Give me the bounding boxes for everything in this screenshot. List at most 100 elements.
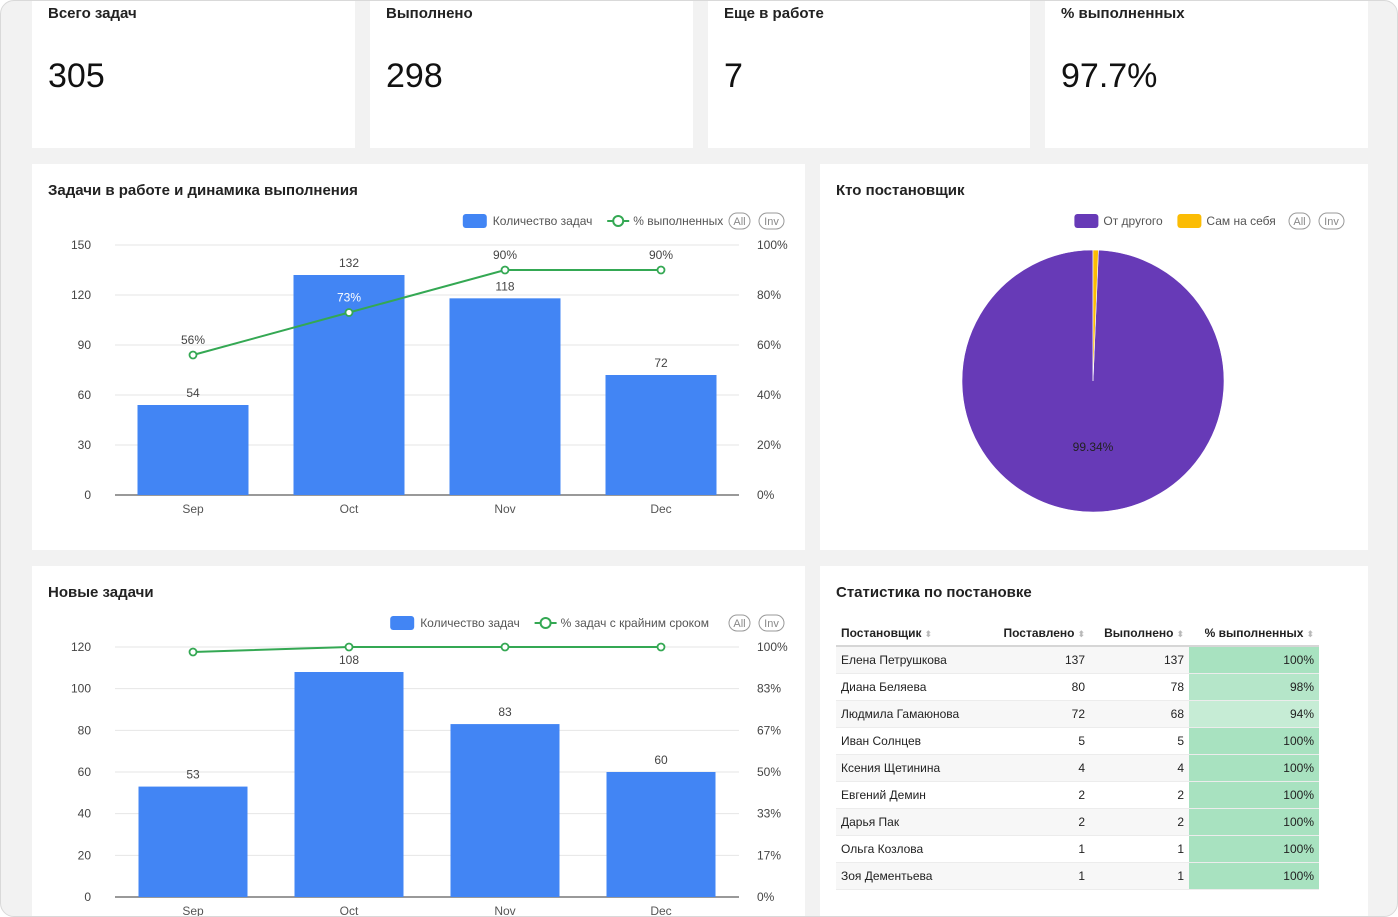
cell-percent: 100%: [1189, 781, 1319, 809]
x-tick-label: Dec: [650, 502, 671, 516]
cell-percent: 100%: [1189, 808, 1319, 836]
cell-author: Зоя Дементьева: [836, 862, 986, 890]
bar-value-label: 132: [339, 256, 359, 270]
legend-line-marker[interactable]: [539, 617, 552, 629]
table-title: Статистика по постановке: [836, 584, 1032, 601]
pie-slice-label: 99.34%: [1073, 440, 1114, 454]
column-header-done[interactable]: Выполнено ⬍: [1090, 620, 1189, 647]
cell-assigned: 2: [986, 781, 1090, 809]
cell-author: Иван Солнцев: [836, 727, 986, 755]
legend-inv-toggle[interactable]: [1318, 212, 1345, 230]
y-tick-label: 0: [84, 488, 91, 502]
kpi-card-percent: % выполненных 97.7%: [1045, 1, 1368, 148]
legend-line-label: % задач с крайним сроком: [561, 616, 709, 630]
table-row: Диана Беляева 80 78 98%: [836, 673, 1319, 701]
cell-author: Диана Беляева: [836, 673, 986, 701]
line-point[interactable]: [500, 265, 510, 275]
line-point[interactable]: [344, 642, 354, 652]
cell-author: Ольга Козлова: [836, 835, 986, 863]
bar[interactable]: [137, 405, 249, 495]
author-pie-chart: 99.34% От другого Сам на себя All Inv: [961, 212, 1345, 513]
line-point[interactable]: [188, 350, 198, 360]
cell-percent: 100%: [1189, 646, 1319, 674]
table-row: Ольга Козлова 1 1 100%: [836, 835, 1319, 863]
stats-table-body: Елена Петрушкова 137 137 100% Диана Беляева 8…: [836, 646, 1319, 890]
sort-icon[interactable]: ⬍: [924, 628, 933, 639]
legend-bar-swatch[interactable]: [462, 214, 487, 228]
line-series: [192, 646, 661, 653]
legend-b-swatch[interactable]: [1177, 214, 1202, 228]
bar[interactable]: [293, 275, 405, 495]
line-point[interactable]: [344, 308, 354, 317]
table-row: Дарья Пак 2 2 100%: [836, 808, 1319, 836]
cell-assigned: 2: [986, 808, 1090, 836]
cell-done: 1: [1090, 862, 1189, 890]
bar[interactable]: [606, 772, 716, 897]
bar[interactable]: [294, 672, 404, 897]
line-point[interactable]: [656, 265, 666, 275]
bar[interactable]: [138, 786, 248, 897]
cell-percent: 98%: [1189, 673, 1319, 701]
legend-inv-toggle[interactable]: [758, 212, 785, 230]
kpi-title: Выполнено: [386, 5, 473, 22]
stats-card: Статистика по постановке Постановщик ⬍ По…: [820, 566, 1368, 916]
legend-inv-label: Inv: [1324, 216, 1339, 228]
y-tick-label: 150: [71, 238, 91, 252]
y2-tick-label: 67%: [757, 723, 781, 737]
legend-bar-swatch[interactable]: [390, 616, 415, 630]
y-tick-label: 40: [78, 807, 92, 821]
cell-author: Людмила Гамаюнова: [836, 700, 986, 728]
bar[interactable]: [450, 724, 560, 897]
line-point[interactable]: [500, 642, 510, 652]
x-tick-label: Oct: [340, 904, 359, 917]
cell-percent: 100%: [1189, 835, 1319, 863]
line-point-label: 73%: [337, 291, 361, 305]
legend-b-label: Сам на себя: [1206, 214, 1275, 228]
author-card: Кто постановщик 99.34% От другого Сам на с…: [820, 164, 1368, 550]
column-label: Поставлено: [1003, 625, 1075, 640]
kpi-card-in-progress: Еще в работе 7: [708, 1, 1030, 148]
legend-a-swatch[interactable]: [1074, 214, 1099, 228]
line-point[interactable]: [656, 642, 666, 652]
legend-inv-toggle[interactable]: [758, 614, 785, 632]
legend-bar-label: Количество задач: [493, 214, 593, 228]
legend-a-label: От другого: [1103, 214, 1163, 228]
column-header-percent[interactable]: % выполненных ⬍: [1189, 620, 1319, 647]
legend-inv-label: Inv: [764, 216, 779, 228]
line-point[interactable]: [188, 647, 198, 657]
cell-author: Евгений Демин: [836, 781, 986, 809]
cell-author: Дарья Пак: [836, 808, 986, 836]
column-label: Постановщик: [841, 625, 922, 640]
stats-table: Постановщик ⬍ Поставлено ⬍ Выполнено ⬍ % вы…: [836, 620, 1319, 890]
column-header-assigned[interactable]: Поставлено ⬍: [986, 620, 1090, 647]
kpi-value: 305: [48, 57, 105, 95]
legend-inv-label: Inv: [764, 618, 779, 630]
legend-line-marker[interactable]: [612, 215, 625, 227]
y-tick-label: 120: [71, 288, 91, 302]
pie-slice[interactable]: [1092, 249, 1099, 382]
y-tick-label: 60: [78, 388, 92, 402]
sort-icon[interactable]: ⬍: [1077, 628, 1085, 639]
y-tick-label: 120: [71, 640, 91, 654]
chart-title: Новые задачи: [48, 584, 154, 601]
line-point-label: 56%: [181, 333, 205, 347]
cell-percent: 100%: [1189, 754, 1319, 782]
cell-done: 68: [1090, 700, 1189, 728]
cell-author: Ксения Щетинина: [836, 754, 986, 782]
bar[interactable]: [449, 298, 561, 495]
bar[interactable]: [605, 375, 717, 495]
legend-line-label: % выполненных: [633, 214, 723, 228]
sort-icon[interactable]: ⬍: [1176, 628, 1184, 639]
column-header-author[interactable]: Постановщик ⬍: [836, 620, 986, 647]
legend-all-toggle[interactable]: [728, 212, 751, 230]
cell-done: 1: [1090, 835, 1189, 863]
legend-all-toggle[interactable]: [728, 614, 751, 632]
bar-value-label: 118: [495, 279, 514, 293]
y2-tick-label: 83%: [757, 682, 781, 696]
sort-icon[interactable]: ⬍: [1306, 628, 1314, 639]
x-tick-label: Nov: [494, 502, 515, 516]
legend-all-toggle[interactable]: [1288, 212, 1311, 230]
y2-tick-label: 50%: [757, 765, 781, 779]
y-tick-label: 90: [78, 338, 92, 352]
x-tick-label: Sep: [182, 502, 204, 516]
